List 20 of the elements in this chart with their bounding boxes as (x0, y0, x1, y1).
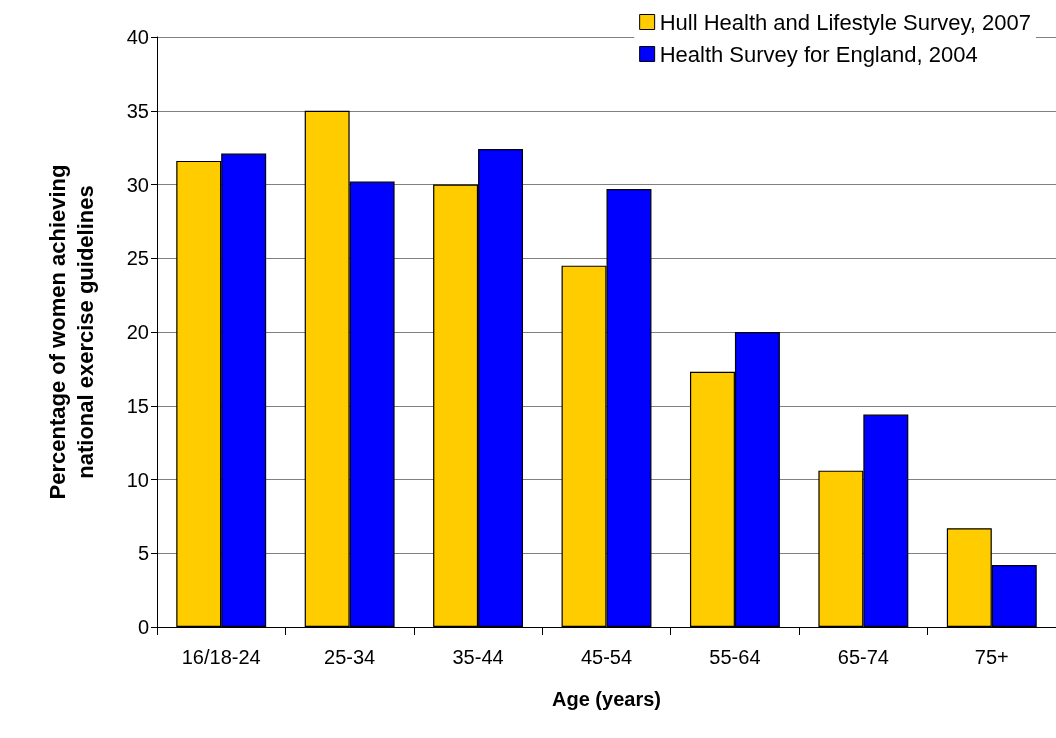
x-axis-title: Age (years) (552, 688, 661, 710)
y-tick-label: 40 (126, 26, 149, 48)
y-tick-label: 10 (126, 468, 149, 491)
y-tick-label: 5 (137, 542, 149, 565)
y-tick-label: 20 (126, 321, 149, 343)
x-tick-label: 55-64 (709, 646, 761, 668)
legend-label: Hull Health and Lifestyle Survey, 2007 (659, 9, 1031, 35)
x-tick-label: 45-54 (580, 646, 633, 668)
y-axis-title: Percentage of women achieving national exercise guidelines (44, 164, 98, 500)
y-tick-label: 0 (137, 616, 149, 638)
x-tick-label: 16/18-24 (181, 646, 261, 668)
x-tick-label: 75+ (974, 646, 1009, 668)
y-tick-label: 25 (126, 247, 149, 270)
y-tick-label: 35 (126, 99, 149, 122)
x-tick-label: 65-74 (837, 646, 889, 668)
legend-label: Health Survey for England, 2004 (659, 41, 978, 67)
y-tick-label: 30 (126, 173, 149, 196)
x-tick-label: 35-44 (452, 646, 504, 668)
y-tick-label: 15 (126, 394, 149, 417)
x-tick-label: 25-34 (324, 646, 376, 668)
